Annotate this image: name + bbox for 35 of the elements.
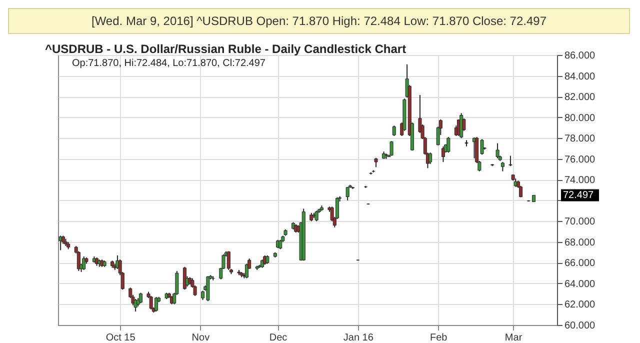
annotation: Op:71.870, Hi:72.484, Lo:71.870, Cl:72.497 <box>72 58 266 69</box>
y-tick-label: 70.000 <box>564 216 596 228</box>
candlestick <box>446 136 450 154</box>
y-tick-label: 78.000 <box>564 134 596 145</box>
candlestick <box>138 292 142 304</box>
x-tick-label: Nov <box>192 332 210 343</box>
x-tick-label: Mar <box>504 332 523 343</box>
x-tick-label: Jan 16 <box>343 332 374 343</box>
y-tick-label: 62.000 <box>564 300 596 311</box>
candlestick <box>500 161 504 172</box>
x-tick-label: Dec <box>269 332 288 343</box>
y-tick-label: 80.000 <box>564 112 596 124</box>
y-tick-label: 86.000 <box>564 50 596 62</box>
x-tick-label: Oct 15 <box>106 332 136 343</box>
candlestick <box>392 125 396 136</box>
y-tick-label: 66.000 <box>564 258 596 270</box>
text: [Wed. Mar 9, 2016] ^USDRUB Open: 71.870 High: 72.484 Low: 71.870 Close: 72.497 <box>8 8 630 34</box>
y-tick-label: 60.000 <box>564 320 596 332</box>
y-tick-label: 68.000 <box>564 237 596 248</box>
candlestick <box>441 146 445 162</box>
candlestick <box>182 266 186 290</box>
candlestick <box>496 142 500 159</box>
candlestick <box>374 157 378 168</box>
candlestick <box>428 152 432 165</box>
candlestick <box>278 239 282 250</box>
y-tick-label: 76.000 <box>564 154 596 166</box>
y-tick-label: 64.000 <box>564 278 596 290</box>
y-tick-label: 74.000 <box>564 175 596 186</box>
candlestick <box>134 298 138 312</box>
y-tick-label: 84.000 <box>564 71 596 82</box>
candlestick <box>508 155 512 167</box>
chart-title: ^USDRUB - U.S. Dollar/Russian Ruble - Daily Candlestick Chart <box>45 42 406 56</box>
x-tick-label: Feb <box>430 332 448 343</box>
text: 72.497 <box>563 190 594 202</box>
y-tick-label: 82.000 <box>564 92 596 104</box>
